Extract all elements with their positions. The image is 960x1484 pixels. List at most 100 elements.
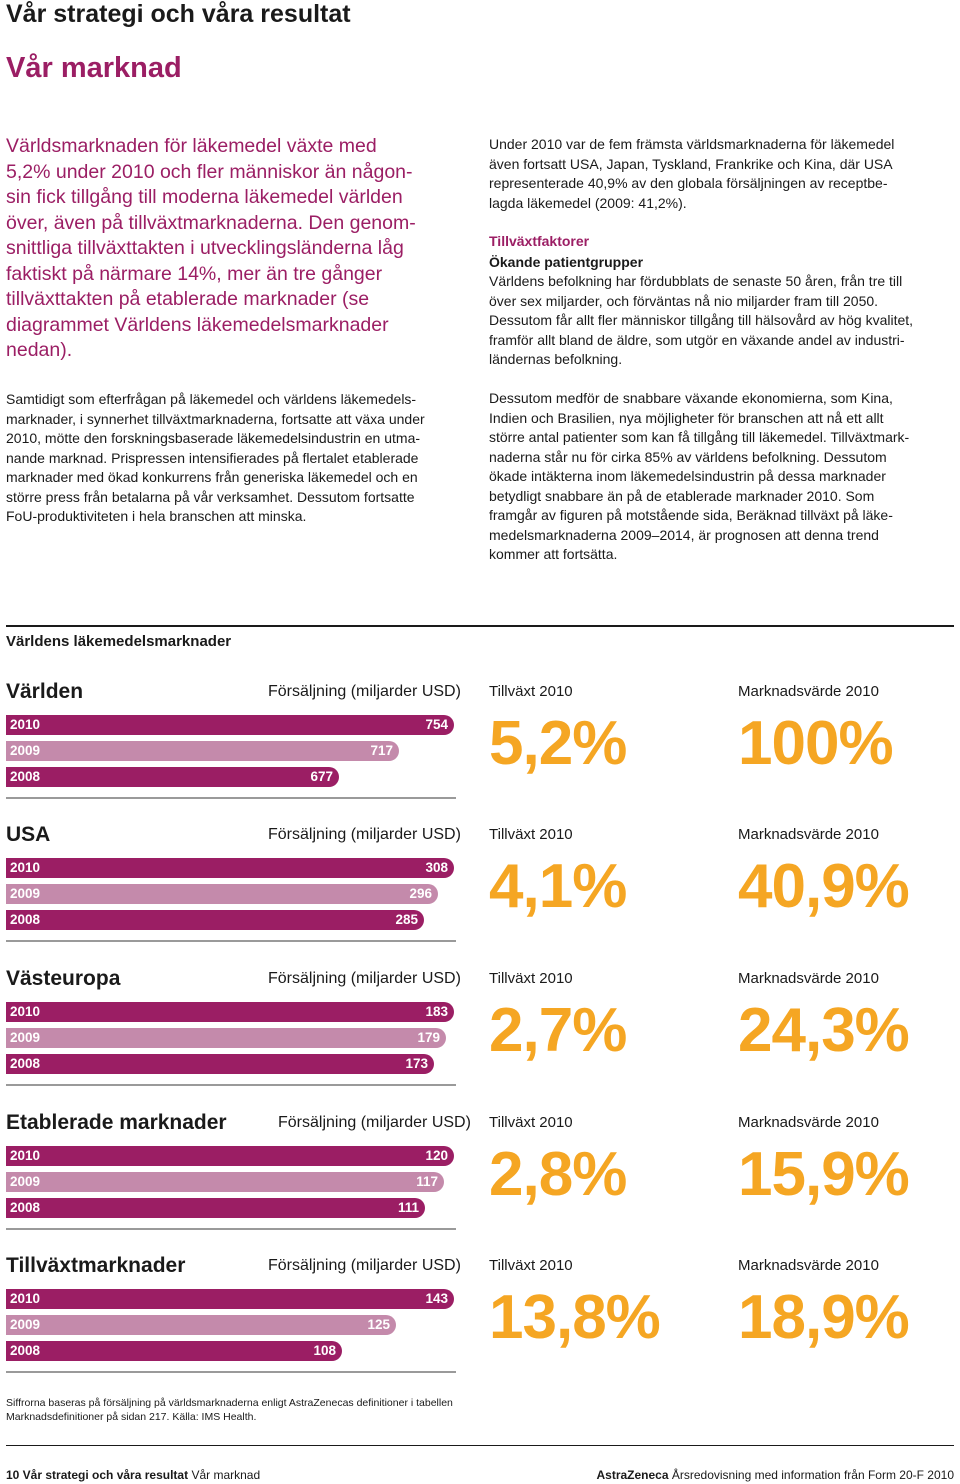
body-line: Dessutom får allt fler människor tillgån…: [489, 312, 914, 328]
body-line: Världens befolkning har fördubblats de s…: [489, 273, 903, 289]
bar-value-label: 754: [425, 717, 448, 732]
body-line: betydligt snabbare än på de etablerade m…: [489, 487, 875, 504]
footer-subsection: Vår marknad: [191, 1468, 261, 1482]
bar-value-label: 183: [425, 1004, 448, 1019]
growth-value: 2,7%: [489, 996, 627, 1065]
bar-value-label: 108: [313, 1343, 336, 1358]
body-line: framgår av figuren på motstående sida, B…: [489, 507, 893, 523]
region-divider: [6, 940, 456, 942]
bar-year-label: 2009: [10, 886, 41, 901]
body-line: Under 2010 var de fem främsta världsmark…: [489, 136, 895, 152]
body-line: även fortsatt USA, Japan, Tyskland, Fran…: [489, 155, 893, 172]
body-line: 2010, mötte den forskningsbaserade läkem…: [6, 430, 421, 446]
bar-value-label: 296: [409, 886, 432, 901]
body-line: framför allt bland de äldre, som utgör e…: [489, 331, 905, 348]
body-line: lagda läkemedel (2009: 41,2%).: [489, 194, 687, 211]
footnote-line: Marknadsdefinitioner på sidan 217. Källa…: [6, 1410, 257, 1423]
region-block: USA Försäljning (miljarder USD) Tillväxt 2…: [0, 823, 960, 963]
market-value: 100%: [738, 709, 894, 778]
section-title: Vår marknad: [6, 52, 182, 84]
left-body-paragraph: Samtidigt som efterfrågan på läkemedel o…: [6, 390, 456, 527]
bar-year-label: 2008: [10, 1200, 41, 1215]
bar: 2009 179: [6, 1028, 446, 1048]
bar-year-label: 2008: [10, 1056, 41, 1071]
intro-lead: Världsmarknaden för läkemedel växte med …: [6, 134, 446, 364]
bar-value-label: 308: [425, 860, 448, 875]
bar: 2010 754: [6, 715, 454, 735]
bar: 2010 308: [6, 858, 454, 878]
bar: 2008 108: [6, 1341, 342, 1361]
bar-value-label: 179: [417, 1030, 440, 1045]
intro-lead-line: över, även på tillväxtmarknaderna. Den g…: [6, 211, 416, 234]
body-line: marknader, i synnerhet tillväxtmarknader…: [6, 410, 425, 427]
bar-value-label: 677: [310, 769, 333, 784]
region-name: Världen: [6, 680, 84, 703]
footer-rule: [6, 1445, 954, 1446]
market-value: 18,9%: [738, 1283, 910, 1352]
intro-lead-line: sin fick tillgång till moderna läkemedel…: [6, 186, 403, 208]
bar-year-label: 2009: [10, 1317, 41, 1332]
body-line: kommer att fortsätta.: [489, 546, 618, 562]
region-name: Västeuropa: [6, 967, 121, 990]
bar-year-label: 2008: [10, 769, 41, 784]
bar-year-label: 2010: [10, 1148, 41, 1163]
bar: 2009 296: [6, 884, 438, 904]
bar: 2010 183: [6, 1002, 454, 1022]
footer-left: 10 Vår strategi och våra resultat Vår ma…: [6, 1468, 260, 1482]
bar: 2008 173: [6, 1054, 434, 1074]
growth-label: Tillväxt 2010: [489, 1114, 573, 1131]
growth-label: Tillväxt 2010: [489, 826, 573, 843]
bar-value-label: 143: [425, 1291, 448, 1306]
bar: 2009 125: [6, 1315, 396, 1335]
footnote-line: Siffrorna baseras på försäljning på värl…: [6, 1397, 453, 1409]
market-value-label: Marknadsvärde 2010: [738, 970, 879, 987]
growth-heading: Tillväxtfaktorer: [489, 233, 590, 249]
bar-year-label: 2009: [10, 1030, 41, 1045]
body-line: ökade intäkterna inom läkemedelsindustri…: [489, 468, 886, 484]
market-value-label: Marknadsvärde 2010: [738, 683, 879, 700]
sales-axis-label: Försäljning (miljarder USD): [268, 970, 461, 987]
body-line: FoU-produktiviteten i hela branschen att…: [6, 508, 307, 524]
intro-lead-line: tillväxttakten på etablerade marknader (…: [6, 288, 370, 310]
body-line: Dessutom medför de snabbare växande ekon…: [489, 390, 893, 406]
region-block: Tillväxtmarknader Försäljning (miljarder …: [0, 1254, 960, 1394]
right-column-top: Under 2010 var de fem främsta världsmark…: [489, 135, 939, 370]
bar-value-label: 285: [395, 912, 418, 927]
body-line: representerade 40,9% av den globala förs…: [489, 175, 888, 191]
bar-value-label: 120: [425, 1148, 448, 1163]
bar: 2009 717: [6, 741, 399, 761]
growth-value: 2,8%: [489, 1140, 627, 1209]
sales-axis-label: Försäljning (miljarder USD): [268, 1257, 461, 1274]
patient-heading: Ökande patientgrupper: [489, 253, 644, 270]
footer-right: AstraZeneca Årsredovisning med informati…: [596, 1468, 954, 1482]
footnote: Siffrorna baseras på försäljning på värl…: [6, 1397, 506, 1424]
intro-lead-line: 5,2% under 2010 och fler människor än nå…: [6, 160, 413, 183]
intro-lead-line: snittliga tillväxttakten i utvecklingslä…: [6, 237, 404, 259]
bar: 2010 143: [6, 1289, 454, 1309]
body-line: ländernas befolkning.: [489, 351, 623, 367]
region-name: USA: [6, 823, 51, 846]
growth-value: 5,2%: [489, 709, 627, 778]
page-title: Vår strategi och våra resultat: [6, 0, 351, 28]
bar-year-label: 2008: [10, 912, 41, 927]
bar: 2008 677: [6, 767, 339, 787]
growth-value: 4,1%: [489, 852, 627, 921]
sales-axis-label: Försäljning (miljarder USD): [268, 826, 461, 843]
growth-value: 13,8%: [489, 1283, 661, 1352]
bar-year-label: 2010: [10, 1291, 41, 1306]
market-value-label: Marknadsvärde 2010: [738, 1114, 879, 1131]
bar-value-label: 717: [370, 743, 393, 758]
bar-year-label: 2010: [10, 860, 41, 875]
body-line: större press från betalarna på vår verks…: [6, 488, 415, 505]
body-line: naderna står nu för cirka 85% av världen…: [489, 448, 887, 465]
market-value-label: Marknadsvärde 2010: [738, 1257, 879, 1274]
body-line: Samtidigt som efterfrågan på läkemedel o…: [6, 391, 417, 407]
region-name: Tillväxtmarknader: [6, 1254, 186, 1277]
bar-year-label: 2009: [10, 743, 41, 758]
bar: 2009 117: [6, 1172, 444, 1192]
bar-value-label: 125: [367, 1317, 390, 1332]
intro-lead-line: Världsmarknaden för läkemedel växte med: [6, 135, 377, 157]
bar: 2008 111: [6, 1198, 425, 1218]
footer-publication: Årsredovisning med information från Form…: [671, 1468, 954, 1482]
bar-year-label: 2010: [10, 1004, 41, 1019]
